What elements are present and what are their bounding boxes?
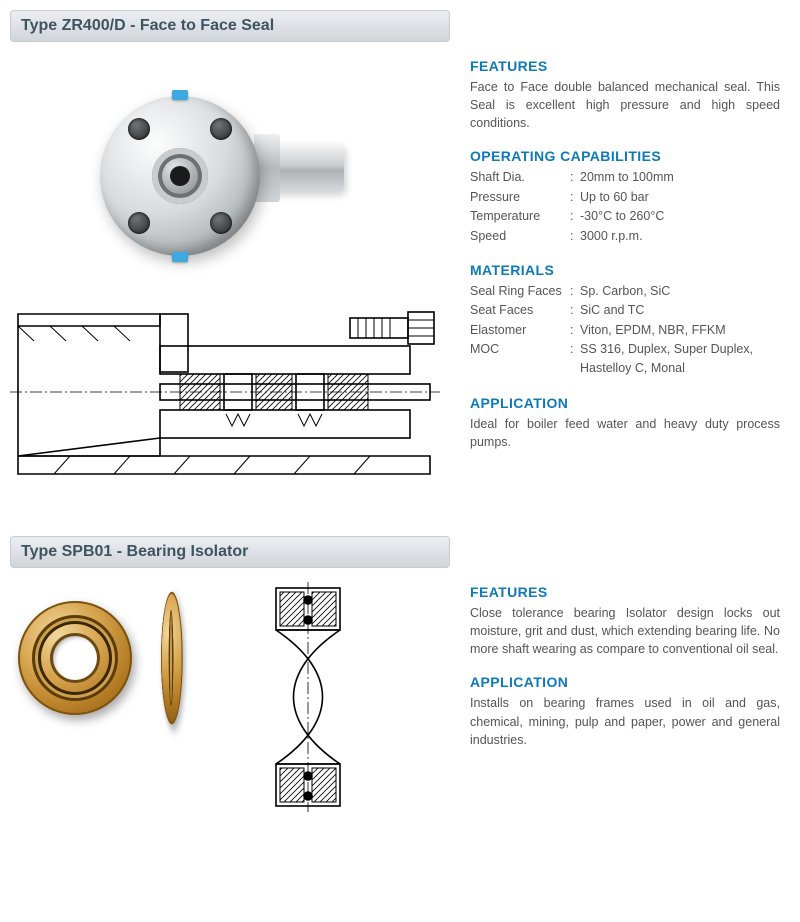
- spec-row: Speed : 3000 r.p.m.: [470, 227, 780, 246]
- section-heading: APPLICATION: [470, 395, 780, 411]
- colon: :: [570, 227, 580, 246]
- section-body: Ideal for boiler feed water and heavy du…: [470, 415, 780, 451]
- spec-label: Temperature: [470, 207, 570, 226]
- operating-section: OPERATING CAPABILITIES Shaft Dia. : 20mm…: [470, 148, 780, 246]
- colon: :: [570, 282, 580, 301]
- title-bar: Type SPB01 - Bearing Isolator: [10, 536, 450, 568]
- features-section: FEATURES Close tolerance bearing Isolato…: [470, 584, 780, 658]
- spec-label: Shaft Dia.: [470, 168, 570, 187]
- spec-row: Shaft Dia. : 20mm to 100mm: [470, 168, 780, 187]
- spec-value: Sp. Carbon, SiC: [580, 282, 780, 301]
- section-heading: APPLICATION: [470, 674, 780, 690]
- section-heading: MATERIALS: [470, 262, 780, 278]
- features-section: FEATURES Face to Face double balanced me…: [470, 58, 780, 132]
- spec-list: Seal Ring Faces : Sp. Carbon, SiC Seat F…: [470, 282, 780, 379]
- spec-value: -30°C to 260°C: [580, 207, 780, 226]
- right-column: FEATURES Face to Face double balanced me…: [470, 56, 780, 496]
- spec-value: SiC and TC: [580, 301, 780, 320]
- section-heading: FEATURES: [470, 58, 780, 74]
- spec-list: Shaft Dia. : 20mm to 100mm Pressure : Up…: [470, 168, 780, 246]
- materials-section: MATERIALS Seal Ring Faces : Sp. Carbon, …: [470, 262, 780, 379]
- spec-label: Seat Faces: [470, 301, 570, 320]
- spec-row: MOC : SS 316, Duplex, Super Duplex, Hast…: [470, 340, 780, 379]
- spec-value: 20mm to 100mm: [580, 168, 780, 187]
- spec-value: 3000 r.p.m.: [580, 227, 780, 246]
- spec-value: SS 316, Duplex, Super Duplex, Hastelloy …: [580, 340, 780, 379]
- section-body: Close tolerance bearing Isolator design …: [470, 604, 780, 658]
- spec-label: MOC: [470, 340, 570, 379]
- colon: :: [570, 188, 580, 207]
- application-section: APPLICATION Ideal for boiler feed water …: [470, 395, 780, 451]
- left-column: [10, 56, 450, 496]
- spec-row: Elastomer : Viton, EPDM, NBR, FFKM: [470, 321, 780, 340]
- columns: FEATURES Close tolerance bearing Isolato…: [10, 582, 780, 812]
- product-zr400d: Type ZR400/D - Face to Face Seal: [10, 10, 780, 496]
- spec-row: Temperature : -30°C to 260°C: [470, 207, 780, 226]
- spec-label: Speed: [470, 227, 570, 246]
- spec-row: Seat Faces : SiC and TC: [470, 301, 780, 320]
- spec-row: Pressure : Up to 60 bar: [470, 188, 780, 207]
- spec-row: Seal Ring Faces : Sp. Carbon, SiC: [470, 282, 780, 301]
- colon: :: [570, 207, 580, 226]
- colon: :: [570, 168, 580, 187]
- colon: :: [570, 301, 580, 320]
- section-body: Installs on bearing frames used in oil a…: [470, 694, 780, 748]
- spec-value: Up to 60 bar: [580, 188, 780, 207]
- ring-side-icon: [159, 581, 185, 735]
- product-photo: [10, 588, 198, 728]
- spec-label: Seal Ring Faces: [470, 282, 570, 301]
- spec-label: Elastomer: [470, 321, 570, 340]
- section-heading: OPERATING CAPABILITIES: [470, 148, 780, 164]
- left-column: [10, 582, 450, 812]
- technical-drawing: [10, 306, 440, 496]
- columns: FEATURES Face to Face double balanced me…: [10, 56, 780, 496]
- application-section: APPLICATION Installs on bearing frames u…: [470, 674, 780, 748]
- product-photo: [70, 66, 350, 296]
- technical-drawing: [198, 582, 418, 812]
- product-spb01: Type SPB01 - Bearing Isolator: [10, 536, 780, 812]
- colon: :: [570, 321, 580, 340]
- ring-front-icon: [10, 593, 140, 723]
- right-column: FEATURES Close tolerance bearing Isolato…: [470, 582, 780, 812]
- section-body: Face to Face double balanced mechanical …: [470, 78, 780, 132]
- spec-value: Viton, EPDM, NBR, FFKM: [580, 321, 780, 340]
- title-bar: Type ZR400/D - Face to Face Seal: [10, 10, 450, 42]
- section-heading: FEATURES: [470, 584, 780, 600]
- spec-label: Pressure: [470, 188, 570, 207]
- colon: :: [570, 340, 580, 379]
